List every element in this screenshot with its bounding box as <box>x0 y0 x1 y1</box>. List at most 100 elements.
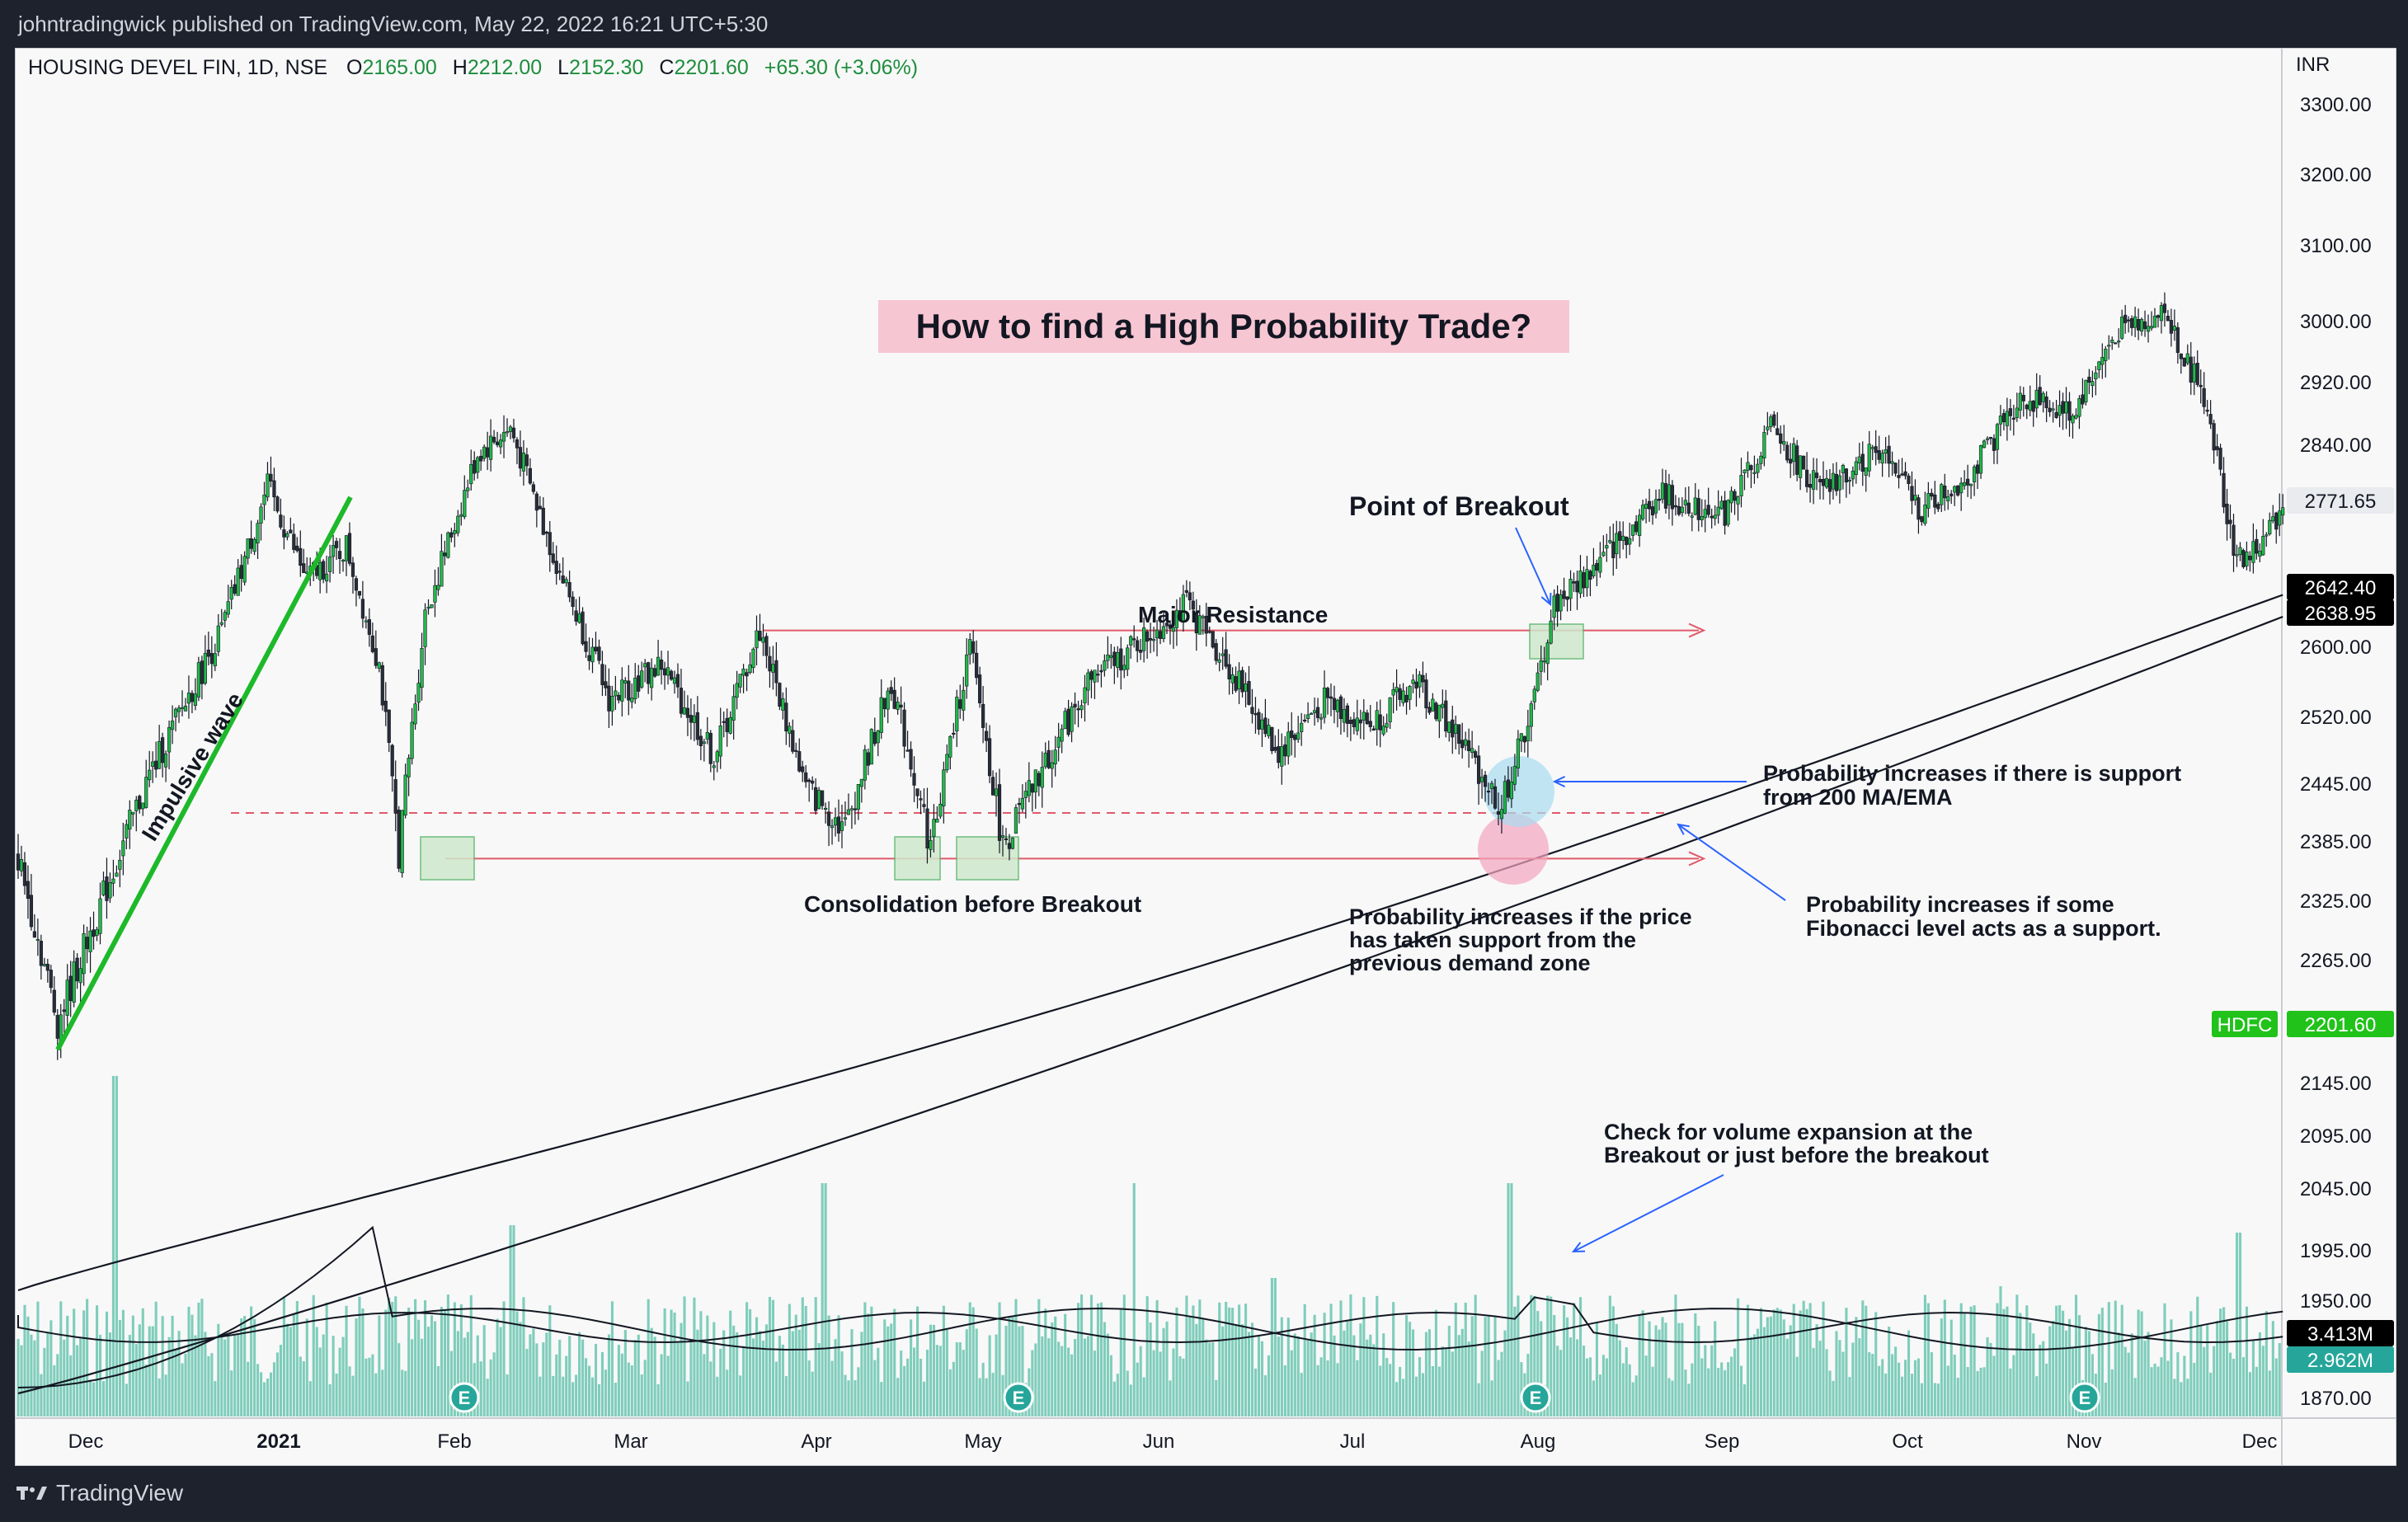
volume-bar <box>2203 1346 2206 1416</box>
volume-bar <box>1959 1303 1963 1416</box>
volume-bar <box>289 1327 292 1416</box>
candle-down <box>1818 478 1822 482</box>
volume-bar <box>1070 1354 1074 1416</box>
candle-up <box>1489 782 1494 790</box>
volume-bar <box>1894 1346 1898 1416</box>
candle-down <box>561 575 565 584</box>
candle-down <box>1887 445 1891 464</box>
candle-down <box>295 545 299 552</box>
candle-down <box>538 505 542 510</box>
volume-bar <box>1714 1321 1717 1416</box>
volume-bar <box>1484 1317 1487 1416</box>
candle-up <box>364 620 368 622</box>
candle-up <box>1375 710 1379 730</box>
volume-bar <box>2222 1307 2226 1416</box>
volume-bar <box>1497 1360 1500 1416</box>
candle-down <box>1956 485 1960 496</box>
volume-bar <box>817 1343 821 1416</box>
volume-bar <box>69 1355 73 1416</box>
volume-bar <box>459 1304 463 1416</box>
candle-down <box>1795 445 1799 475</box>
volume-bar <box>1815 1324 1818 1416</box>
volume-bar <box>1585 1358 1589 1416</box>
volume-bar <box>338 1347 341 1416</box>
candle-down <box>1785 444 1790 461</box>
volume-bar <box>1159 1351 1162 1416</box>
candle-down <box>350 562 355 577</box>
volume-bar <box>811 1371 814 1416</box>
candle-up <box>1155 629 1159 639</box>
candle-down <box>1877 449 1881 460</box>
volume-bar <box>23 1304 26 1416</box>
volume-bar <box>1129 1384 1132 1416</box>
candle-down <box>1037 773 1041 787</box>
candle-down <box>1936 504 1940 510</box>
candle-up <box>1310 712 1314 715</box>
volume-bar <box>824 1183 827 1416</box>
volume-bar <box>699 1311 703 1416</box>
volume-bar <box>49 1320 53 1416</box>
volume-bar <box>253 1318 256 1416</box>
volume-bar <box>1828 1370 1832 1416</box>
candle-down <box>1178 610 1183 620</box>
candle-up <box>1181 594 1185 622</box>
candle-up <box>1319 717 1324 720</box>
volume-bar <box>1132 1183 1136 1416</box>
volume-bar <box>1339 1300 1343 1416</box>
volume-bar <box>709 1361 713 1416</box>
volume-bar <box>633 1340 637 1416</box>
volume-bar <box>449 1351 453 1416</box>
volume-bar <box>1566 1317 1569 1416</box>
candle-up <box>640 670 644 688</box>
x-tick-label: 2021 <box>256 1430 300 1453</box>
volume-bar <box>167 1336 171 1416</box>
y-tick-label: 2600.00 <box>2300 637 2372 659</box>
volume-bar <box>223 1339 227 1416</box>
y-tick-label: 3200.00 <box>2300 164 2372 186</box>
volume-bar <box>482 1325 486 1416</box>
candle-down <box>209 653 214 665</box>
candle-down <box>2195 363 2199 385</box>
fibonacci-arrow <box>1677 824 1786 901</box>
volume-bar <box>1674 1294 1677 1416</box>
price-badge <box>2287 1320 2394 1346</box>
volume-bar <box>308 1381 312 1416</box>
volume-bar <box>2077 1315 2081 1416</box>
candle-up <box>148 769 152 781</box>
candle-up <box>590 646 595 663</box>
candle-up <box>1552 595 1556 618</box>
candle-down <box>2130 317 2134 328</box>
candle-down <box>1149 637 1153 641</box>
volume-bar <box>1460 1328 1464 1416</box>
candle-up <box>1549 620 1553 644</box>
candle-up <box>242 556 247 583</box>
earnings-marker <box>1003 1382 1034 1413</box>
candle-down <box>698 735 703 746</box>
volume-bar <box>2120 1304 2123 1416</box>
candle-up <box>327 557 332 572</box>
volume-bar <box>1752 1334 1757 1416</box>
candle-down <box>600 664 604 685</box>
candle-up <box>1033 769 1037 793</box>
candle-up <box>262 495 266 505</box>
candle-down <box>1988 437 1993 439</box>
volume-bar <box>345 1305 348 1416</box>
volume-bar <box>1162 1327 1165 1416</box>
volume-bar <box>1280 1317 1283 1416</box>
price-badge-label: 2642.40 <box>2305 577 2377 599</box>
candle-up <box>863 749 867 781</box>
volume-bar <box>502 1301 506 1416</box>
candle-down <box>981 703 985 728</box>
volume-bar <box>1507 1183 1510 1416</box>
tradingview-logo[interactable]: TradingView <box>16 1480 183 1506</box>
candle-up <box>1503 781 1507 814</box>
candle-up <box>1946 496 1950 501</box>
volume-bar <box>1982 1367 1986 1416</box>
symbol-legend: HOUSING DEVEL FIN, 1D, NSE O2165.00 H221… <box>28 56 918 80</box>
candle-up <box>1559 594 1563 612</box>
earnings-marker <box>2069 1382 2100 1413</box>
candle-up <box>1841 465 1845 473</box>
volume-bar <box>36 1301 40 1416</box>
volume-bar <box>1891 1354 1894 1416</box>
